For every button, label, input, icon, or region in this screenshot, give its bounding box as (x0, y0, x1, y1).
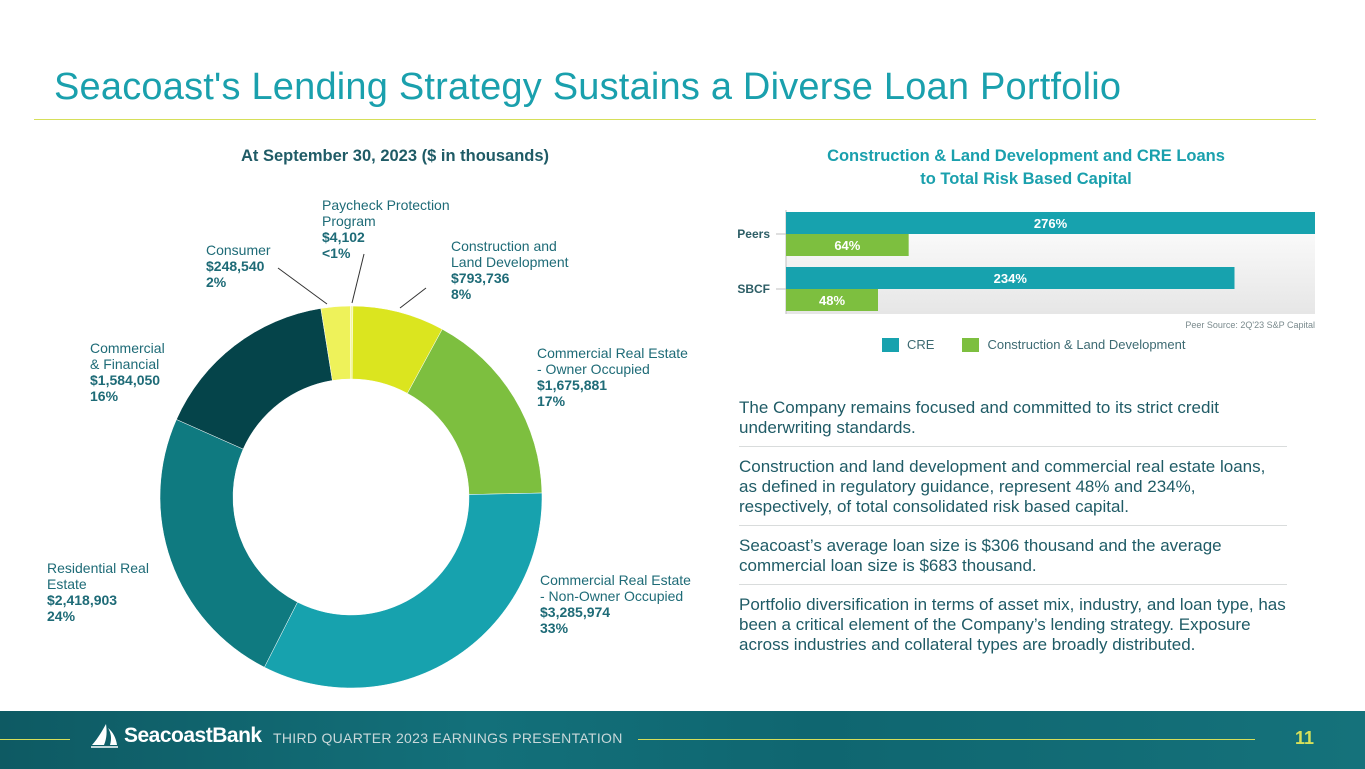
bar (786, 234, 909, 256)
legend-swatch (962, 337, 980, 352)
leader-line (277, 267, 328, 305)
slice-name-line: Construction and (451, 238, 557, 254)
seacoast-logo: SeacoastBank (90, 723, 262, 749)
slice-name-line: Commercial (90, 340, 165, 356)
bar (786, 267, 1235, 289)
legend-label: CRE (907, 337, 935, 352)
slice-percent: 17% (537, 393, 566, 409)
key-points-list: The Company remains focused and committe… (739, 398, 1287, 673)
legend-item-cre: CRE (882, 337, 934, 352)
bar (786, 212, 1315, 234)
slice-name-line: & Financial (90, 356, 160, 372)
key-point: Seacoast’s average loan size is $306 tho… (739, 536, 1287, 585)
donut-slice (264, 492, 543, 689)
logo-text: SeacoastBank (124, 724, 262, 747)
footer-divider-left (0, 739, 70, 740)
bar-heading-line: Construction & Land Development and CRE … (827, 147, 1225, 165)
label-residential-real-estate: Residential Real Estate $2,418,903 24% (47, 560, 149, 624)
key-point: The Company remains focused and committe… (739, 398, 1287, 447)
bar-chart-legend: CRE Construction & Land Development (882, 337, 1213, 352)
key-point: Construction and land development and co… (739, 457, 1287, 526)
category-label: SBCF (737, 282, 770, 296)
slice-value: $793,736 (451, 270, 510, 286)
slice-name-line: Consumer (206, 242, 271, 258)
label-cre-owner-occupied: Commercial Real Estate - Owner Occupied … (537, 345, 688, 409)
slice-percent: 33% (540, 620, 569, 636)
donut-slice (176, 308, 333, 450)
label-commercial-financial: Commercial & Financial $1,584,050 16% (90, 340, 165, 404)
slice-name-line: Commercial Real Estate (537, 345, 688, 361)
label-consumer: Consumer $248,540 2% (206, 242, 271, 290)
bar (786, 289, 878, 311)
slice-name-line: Land Development (451, 254, 569, 270)
slice-percent: 16% (90, 388, 119, 404)
slice-value: $1,675,881 (537, 377, 608, 393)
bar-value-label: 64% (834, 238, 860, 253)
slice-value: $4,102 (322, 229, 365, 245)
footer-bar: SeacoastBank THIRD QUARTER 2023 EARNINGS… (0, 711, 1365, 769)
slice-value: $2,418,903 (47, 592, 118, 608)
label-construction-land: Construction and Land Development $793,7… (451, 238, 569, 302)
legend-item-cld: Construction & Land Development (962, 337, 1185, 352)
slice-name-line: Commercial Real Estate (540, 572, 691, 588)
risk-capital-bar-chart: Peers 276% 64% SBCF 234% 48% (737, 210, 1315, 314)
donut-slice (350, 305, 354, 380)
category-label: Peers (737, 227, 770, 241)
slice-percent: <1% (322, 245, 351, 261)
bar-value-label: 276% (1034, 216, 1068, 231)
slice-value: $3,285,974 (540, 604, 611, 620)
leader-line (399, 287, 427, 309)
legend-swatch (882, 337, 899, 352)
donut-chart-heading: At September 30, 2023 ($ in thousands) (240, 147, 550, 165)
slice-percent: 8% (451, 286, 472, 302)
footer-divider-right (638, 739, 1255, 740)
donut-slice (159, 419, 298, 668)
sail-logo-icon (91, 724, 118, 748)
loan-portfolio-donut-chart (159, 253, 543, 689)
slice-name-line: Paycheck Protection (322, 197, 450, 213)
slice-name-line: - Owner Occupied (537, 361, 650, 377)
bar-value-label: 234% (994, 271, 1028, 286)
label-paycheck-protection: Paycheck Protection Program $4,102 <1% (322, 197, 450, 261)
slice-percent: 24% (47, 608, 76, 624)
slice-value: $248,540 (206, 258, 265, 274)
title-divider (34, 119, 1316, 120)
peer-source-note: Peer Source: 2Q'23 S&P Capital (1185, 320, 1315, 330)
label-cre-non-owner-occupied: Commercial Real Estate - Non-Owner Occup… (540, 572, 691, 636)
page-title: Seacoast's Lending Strategy Sustains a D… (54, 66, 1122, 108)
bar-value-label: 48% (819, 293, 845, 308)
leader-line (351, 253, 365, 304)
bar-chart-heading: Construction & Land Development and CRE … (760, 145, 1292, 191)
slice-percent: 2% (206, 274, 227, 290)
bar-heading-line: to Total Risk Based Capital (920, 170, 1132, 188)
slice-name-line: Residential Real (47, 560, 149, 576)
presentation-tagline: THIRD QUARTER 2023 EARNINGS PRESENTATION (273, 730, 623, 746)
slice-value: $1,584,050 (90, 372, 161, 388)
slice-name-line: Program (322, 213, 376, 229)
slice-name-line: - Non-Owner Occupied (540, 588, 684, 604)
page-number: 11 (1295, 728, 1315, 748)
slice-name-line: Estate (47, 576, 87, 592)
legend-label: Construction & Land Development (987, 337, 1186, 352)
key-point: Portfolio diversification in terms of as… (739, 595, 1286, 654)
